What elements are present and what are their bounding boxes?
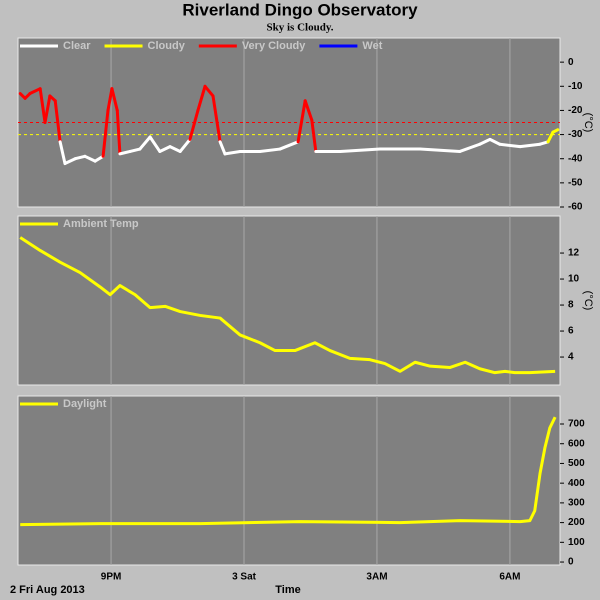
y-tick-label: 200 — [568, 517, 585, 528]
subtitle: Sky is Cloudy. — [267, 22, 334, 34]
legend-label: Very Cloudy — [242, 40, 306, 52]
sky-line-segment — [115, 108, 122, 156]
series-line — [20, 416, 557, 527]
sky-line-segment — [38, 87, 47, 124]
y-tick-label: 4 — [568, 352, 574, 363]
sky-line-segment — [83, 154, 97, 163]
sky-line-segment — [498, 142, 522, 149]
date-label: 2 Fri Aug 2013 — [10, 584, 85, 596]
sky-line-segment — [73, 154, 87, 161]
sky-line-segment — [211, 94, 222, 144]
sky-line-segment — [546, 130, 555, 144]
sky-line-segment — [93, 154, 105, 163]
sky-line-segment — [218, 140, 227, 156]
sky-line-segment — [110, 87, 119, 112]
sky-line-segment — [158, 145, 172, 153]
sky-line-segment — [418, 147, 462, 153]
sky-line-segment — [488, 137, 502, 146]
y-tick-label: 0 — [568, 557, 574, 568]
sky-line-segment — [258, 147, 282, 153]
sky-line-segment — [338, 147, 382, 153]
y-tick-label: 700 — [568, 419, 585, 430]
plot-area — [17, 395, 561, 566]
sky-line-segment — [106, 87, 114, 112]
x-tick-label: 3 Sat — [232, 572, 257, 583]
sky-line-segment — [43, 94, 52, 124]
y-tick-label: -50 — [568, 177, 583, 188]
y-tick-label: 8 — [568, 300, 574, 311]
sky-line-segment — [551, 128, 560, 134]
sky-line-segment — [478, 137, 492, 146]
sky-line-segment — [203, 84, 215, 98]
y-tick-label: 100 — [568, 537, 585, 548]
y-axis-label: (°C) — [582, 291, 594, 311]
sky-line-segment — [63, 157, 77, 166]
series-line — [19, 236, 556, 375]
x-axis-label: Time — [275, 584, 300, 596]
sky-line-segment — [296, 99, 307, 144]
sky-line-segment — [196, 84, 207, 112]
sky-line-segment — [28, 87, 42, 96]
sky-line-segment — [58, 140, 67, 166]
legend-label: Wet — [362, 40, 382, 52]
sky-line-segment — [178, 137, 192, 153]
y-tick-label: 10 — [568, 274, 580, 285]
sky-line-segment — [138, 135, 152, 151]
y-tick-label: 0 — [568, 57, 574, 68]
y-tick-label: -30 — [568, 129, 583, 140]
x-tick-label: 9PM — [101, 572, 122, 583]
sky-line-segment — [148, 135, 162, 153]
sky-line-segment — [518, 142, 542, 149]
y-tick-label: 500 — [568, 458, 585, 469]
y-tick-label: 600 — [568, 438, 585, 449]
sky-line-segment — [168, 145, 182, 153]
sky-line-segment — [278, 140, 300, 151]
sky-line-segment — [128, 147, 142, 153]
plot-area — [17, 215, 561, 386]
legend-label: Ambient Temp — [63, 218, 139, 230]
y-tick-label: -40 — [568, 153, 583, 164]
y-tick-label: -10 — [568, 81, 583, 92]
legend-label: Clear — [63, 40, 91, 52]
sky-line-segment — [188, 108, 200, 141]
sky-line-segment — [53, 99, 62, 144]
x-tick-label: 6AM — [499, 572, 520, 583]
chart-title: Riverland Dingo Observatory — [182, 0, 418, 19]
legend-label: Daylight — [63, 398, 107, 410]
sky-line-segment — [118, 149, 132, 156]
y-tick-label: -20 — [568, 105, 583, 116]
sky-line-segment — [303, 99, 314, 122]
sky-line-segment — [310, 118, 318, 153]
y-tick-label: -60 — [568, 202, 583, 213]
sky-line-segment — [458, 142, 482, 153]
y-tick-label: 12 — [568, 248, 580, 259]
y-axis-label: (°C) — [582, 113, 594, 133]
y-tick-label: 300 — [568, 498, 585, 509]
y-tick-label: 400 — [568, 478, 585, 489]
x-tick-label: 3AM — [366, 572, 387, 583]
sky-line-segment — [223, 149, 242, 156]
y-tick-label: 6 — [568, 326, 574, 337]
sky-line-segment — [101, 108, 110, 158]
legend-label: Cloudy — [148, 40, 186, 52]
